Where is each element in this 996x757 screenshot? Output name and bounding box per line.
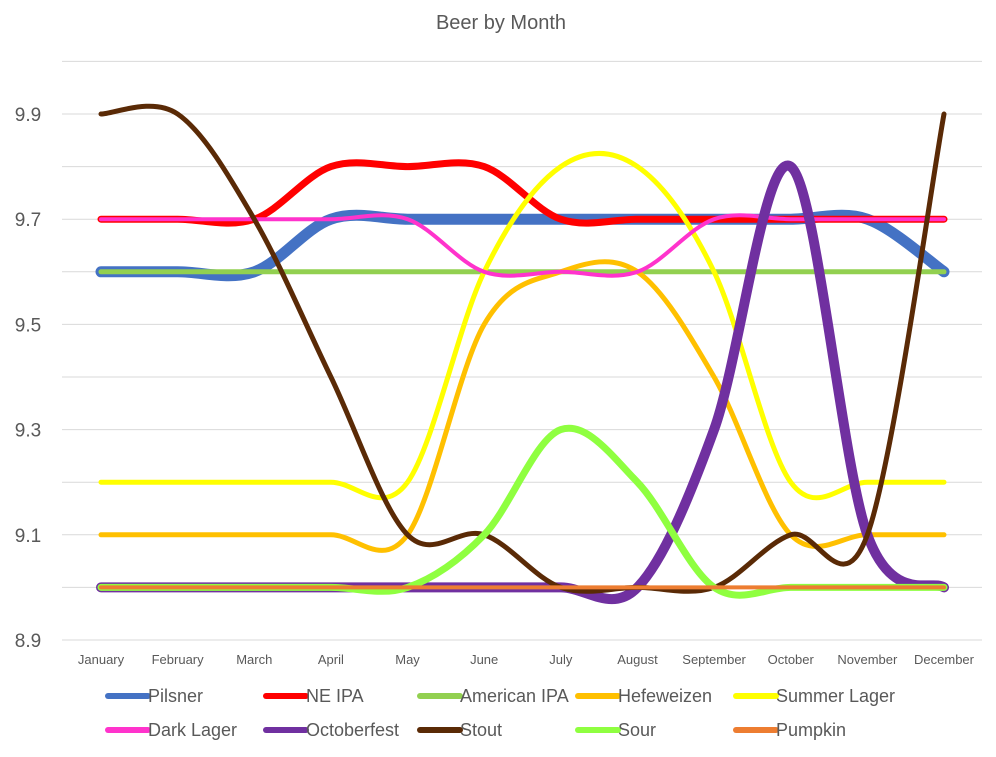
- y-tick-label: 9.9: [15, 105, 41, 126]
- series-line-summer-lager: [98, 150, 947, 501]
- legend-item[interactable]: Hefeweizen: [575, 686, 712, 706]
- legend-label: Pumpkin: [776, 720, 846, 740]
- series-lines: [95, 103, 950, 604]
- legend-label: Pilsner: [148, 686, 203, 706]
- y-tick-label: 9.5: [15, 315, 41, 336]
- legend-item[interactable]: NE IPA: [263, 686, 364, 706]
- series-line-stout: [98, 103, 947, 594]
- legend-label: Dark Lager: [148, 720, 237, 740]
- legend-label: Hefeweizen: [618, 686, 712, 706]
- x-tick-label: June: [470, 652, 498, 667]
- x-tick-label: March: [236, 652, 272, 667]
- legend-item[interactable]: American IPA: [417, 686, 569, 706]
- legend-label: Summer Lager: [776, 686, 895, 706]
- x-tick-label: July: [549, 652, 573, 667]
- chart-title: Beer by Month: [436, 12, 566, 34]
- gridlines: [62, 60, 982, 641]
- series-line-dark-lager: [99, 213, 946, 278]
- x-tick-label: September: [682, 652, 746, 667]
- y-axis-tick-labels: 8.9 9.1 9.3 9.5 9.7 9.9: [15, 105, 41, 652]
- legend-item[interactable]: Sour: [575, 720, 656, 740]
- legend-label: Octoberfest: [306, 720, 399, 740]
- x-tick-label: October: [768, 652, 815, 667]
- y-tick-label: 9.1: [15, 526, 41, 547]
- x-tick-label: February: [152, 652, 205, 667]
- x-tick-label: August: [617, 652, 658, 667]
- legend-item[interactable]: Pumpkin: [733, 720, 846, 740]
- legend-item[interactable]: Pilsner: [105, 686, 203, 706]
- series-line-sour: [97, 424, 948, 599]
- x-tick-label: May: [395, 652, 420, 667]
- y-tick-label: 9.7: [15, 210, 41, 231]
- legend-label: Sour: [618, 720, 656, 740]
- x-tick-label: December: [914, 652, 975, 667]
- y-tick-label: 9.3: [15, 421, 41, 442]
- legend-label: American IPA: [460, 686, 569, 706]
- x-axis-tick-labels: January February March April May June July Augu…: [78, 652, 975, 667]
- legend-item[interactable]: Stout: [417, 720, 502, 740]
- series-line-hefeweizen: [98, 259, 947, 553]
- x-tick-label: April: [318, 652, 344, 667]
- y-tick-label: 8.9: [15, 631, 41, 652]
- legend[interactable]: Pilsner NE IPA American IPA Hefeweizen Summe…: [105, 686, 895, 740]
- x-tick-label: January: [78, 652, 125, 667]
- legend-item[interactable]: Octoberfest: [263, 720, 399, 740]
- legend-item[interactable]: Summer Lager: [733, 686, 895, 706]
- legend-label: Stout: [460, 720, 502, 740]
- x-tick-label: November: [837, 652, 898, 667]
- legend-label: NE IPA: [306, 686, 364, 706]
- legend-item[interactable]: Dark Lager: [105, 720, 237, 740]
